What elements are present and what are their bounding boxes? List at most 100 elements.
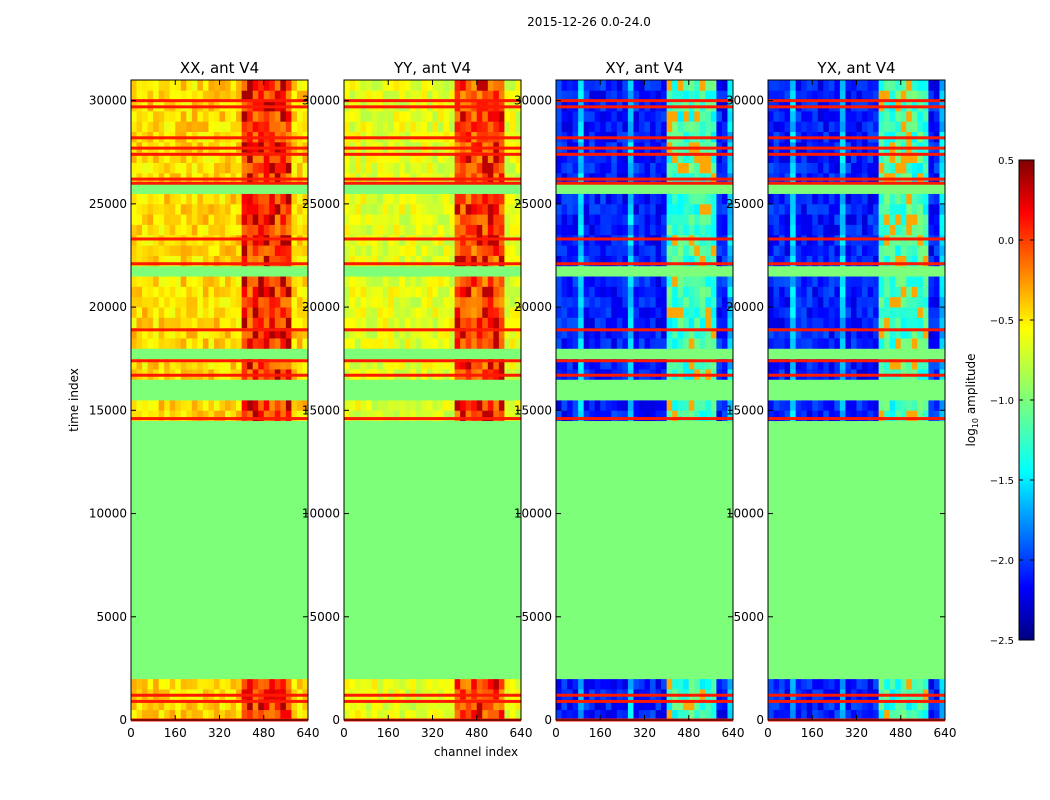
heatmap-cell (404, 162, 411, 174)
heatmap-cell (131, 410, 137, 422)
heatmap-cell (280, 534, 287, 545)
heatmap-cell (393, 637, 400, 649)
heatmap-cell (302, 400, 309, 411)
heatmap-cell (600, 616, 607, 628)
heatmap-cell (302, 214, 309, 225)
heatmap-cell (471, 461, 478, 473)
heatmap-cell (465, 348, 472, 360)
heatmap-cell (627, 544, 634, 556)
heatmap-cell (219, 90, 226, 102)
heatmap-cell (465, 410, 472, 422)
heatmap-cell (344, 110, 350, 122)
heatmap-cell (487, 255, 494, 267)
heatmap-cell (710, 513, 717, 525)
heatmap-cell (131, 441, 137, 453)
heatmap-cell (460, 296, 467, 308)
heatmap-cell (482, 482, 489, 494)
heatmap-cell (388, 183, 395, 194)
heatmap-cell (274, 214, 281, 225)
heatmap-cell (404, 90, 411, 102)
heatmap-cell (186, 451, 193, 463)
heatmap-cell (213, 544, 220, 556)
heatmap-cell (344, 606, 350, 618)
heatmap-cell (460, 183, 467, 194)
heatmap-cell (230, 389, 237, 401)
heatmap-cell (476, 554, 483, 566)
heatmap-cell (504, 296, 511, 308)
heatmap-cell (388, 110, 395, 122)
heatmap-cell (666, 699, 673, 711)
heatmap-cell (258, 193, 265, 205)
heatmap-cell (296, 575, 303, 587)
heatmap-cell (504, 668, 511, 680)
x-tick-label: 0 (340, 726, 348, 740)
heatmap-cell (274, 327, 281, 339)
heatmap-cell (197, 616, 204, 628)
heatmap-cell (153, 523, 160, 535)
heatmap-cell (258, 565, 265, 576)
heatmap-cell (225, 668, 231, 680)
heatmap-cell (349, 585, 356, 597)
heatmap-cell (191, 214, 198, 225)
heatmap-cell (263, 255, 270, 267)
heatmap-cell (153, 245, 160, 256)
heatmap-cell (225, 616, 231, 628)
heatmap-cell (269, 585, 276, 597)
heatmap-cell (153, 224, 160, 236)
heatmap-cell (349, 492, 356, 504)
heatmap-cell (471, 389, 478, 401)
heatmap-cell (705, 503, 712, 514)
heatmap-cell (382, 110, 389, 122)
heatmap-cell (191, 420, 198, 432)
heatmap-cell (482, 451, 489, 463)
heatmap-cell (388, 606, 395, 618)
heatmap-cell (164, 152, 171, 163)
heatmap-cell (280, 296, 287, 308)
heatmap-cell (241, 80, 248, 91)
heatmap-cell (465, 678, 472, 690)
heatmap-cell (377, 482, 384, 494)
heatmap-cell (556, 565, 562, 576)
heatmap-cell (197, 637, 204, 649)
heatmap-cell (438, 596, 444, 607)
heatmap-cell (661, 441, 668, 453)
heatmap-cell (180, 317, 187, 329)
heatmap-cell (589, 513, 596, 525)
heatmap-cell (404, 523, 411, 535)
heatmap-cell (638, 513, 645, 525)
heatmap-cell (493, 389, 500, 401)
heatmap-cell (241, 606, 248, 618)
heatmap-cell (377, 389, 384, 401)
heatmap-cell (274, 451, 281, 463)
heatmap-cell (426, 472, 433, 483)
heatmap-cell (600, 482, 607, 494)
heatmap-cell (487, 317, 494, 329)
heatmap-cell (688, 554, 695, 566)
heatmap-cell (191, 616, 198, 628)
heatmap-cell (432, 317, 439, 329)
heatmap-cell (258, 492, 265, 504)
heatmap-cell (393, 348, 400, 360)
heatmap-cell (131, 616, 137, 628)
heatmap-cell (169, 647, 176, 659)
heatmap-cell (208, 451, 215, 463)
heatmap-cell (572, 647, 579, 659)
heatmap-cell (432, 162, 439, 174)
heatmap-cell (236, 193, 243, 205)
heatmap-cell (465, 286, 472, 298)
heatmap-cell (482, 317, 489, 329)
heatmap-cell (131, 678, 137, 690)
heatmap-cell (410, 420, 417, 432)
heatmap-cell (158, 389, 165, 401)
heatmap-cell (296, 492, 303, 504)
heatmap-cell (164, 606, 171, 618)
heatmap-cell (349, 441, 356, 453)
heatmap-cell (131, 585, 137, 597)
heatmap-cell (605, 709, 612, 721)
heatmap-cell (355, 451, 361, 463)
flag-line (344, 181, 521, 185)
heatmap-cell (443, 338, 450, 349)
heatmap-cell (213, 245, 220, 256)
heatmap-cell (291, 203, 298, 215)
heatmap-cell (175, 255, 182, 267)
